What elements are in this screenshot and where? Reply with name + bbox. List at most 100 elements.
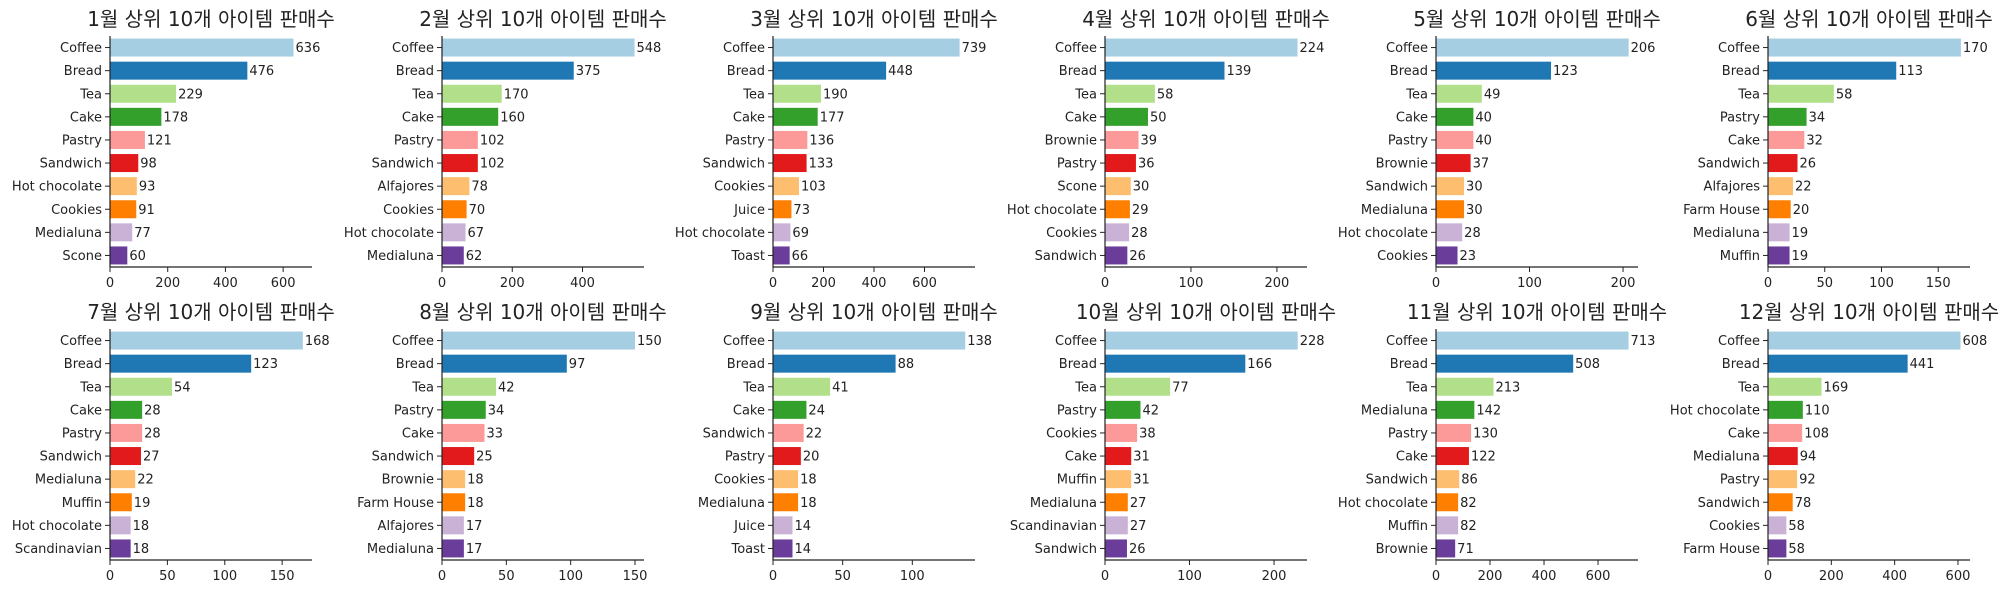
data-label: 133	[809, 157, 834, 172]
bar	[1105, 423, 1138, 442]
category-label: Muffin	[1388, 519, 1428, 534]
category-label: Cookies	[1377, 249, 1428, 264]
bar	[773, 154, 807, 173]
bar	[1436, 38, 1629, 57]
data-label: 27	[1130, 496, 1147, 511]
data-label: 33	[486, 426, 503, 441]
data-label: 548	[637, 41, 662, 56]
bar	[1768, 177, 1793, 196]
bar	[1105, 107, 1148, 126]
data-label: 26	[1129, 542, 1146, 557]
x-tick-label: 400	[213, 276, 238, 291]
x-tick-label: 150	[623, 569, 648, 584]
data-label: 31	[1133, 473, 1150, 488]
bar	[110, 516, 131, 535]
category-label: Coffee	[723, 334, 765, 349]
bar	[1768, 354, 1908, 373]
x-tick-label: 600	[912, 276, 937, 291]
bar	[1105, 200, 1130, 219]
x-tick-label: 50	[1816, 276, 1833, 291]
bar	[1436, 84, 1482, 103]
category-label: Scandinavian	[15, 542, 102, 557]
category-label: Cake	[402, 426, 434, 441]
data-label: 476	[249, 64, 274, 79]
data-label: 42	[1142, 403, 1159, 418]
data-label: 441	[1910, 357, 1935, 372]
data-label: 97	[569, 357, 586, 372]
x-tick-label: 0	[1101, 569, 1109, 584]
data-label: 50	[1150, 110, 1167, 125]
x-tick-label: 100	[1517, 276, 1542, 291]
data-label: 66	[792, 249, 809, 264]
chart-title: 11월 상위 10개 아이템 판매수	[1407, 300, 1667, 324]
x-tick-label: 150	[270, 569, 295, 584]
data-label: 60	[129, 249, 146, 264]
category-label: Coffee	[60, 41, 102, 56]
bar	[1768, 539, 1787, 558]
x-tick-label: 0	[1432, 569, 1440, 584]
data-label: 169	[1824, 380, 1849, 395]
data-label: 608	[1963, 334, 1988, 349]
category-label: Pastry	[62, 426, 102, 441]
category-label: Medialuna	[367, 249, 434, 264]
bar	[442, 61, 574, 80]
bar	[1436, 200, 1465, 219]
category-label: Coffee	[392, 41, 434, 56]
bar	[773, 177, 800, 196]
x-tick-label: 0	[1432, 276, 1440, 291]
category-label: Tea	[79, 380, 102, 395]
chart-title: 8월 상위 10개 아이템 판매수	[419, 300, 667, 324]
x-tick-label: 600	[271, 276, 296, 291]
x-tick-label: 0	[769, 569, 777, 584]
category-label: Pastry	[1720, 110, 1760, 125]
data-label: 27	[143, 450, 160, 465]
category-label: Tea	[79, 87, 102, 102]
data-label: 67	[468, 226, 485, 241]
chart-panel-8: 8월 상위 10개 아이템 판매수 Coffee 150 Bread 97 Tea 42 Pa…	[332, 293, 667, 586]
bar	[1768, 107, 1807, 126]
category-label: Tea	[1074, 380, 1097, 395]
chart-title: 1월 상위 10개 아이템 판매수	[87, 7, 335, 31]
category-label: Muffin	[1057, 473, 1097, 488]
chart-title: 3월 상위 10개 아이템 판매수	[750, 7, 998, 31]
bar-chart-1: 1월 상위 10개 아이템 판매수 Coffee 636 Bread 476 Tea 229…	[12, 7, 335, 291]
bar	[110, 200, 137, 219]
category-label: Cake	[402, 110, 434, 125]
data-label: 14	[795, 542, 812, 557]
bar	[1768, 84, 1834, 103]
bar	[1768, 61, 1897, 80]
category-label: Farm House	[1683, 203, 1760, 218]
data-label: 17	[466, 542, 483, 557]
category-label: Scandinavian	[1010, 519, 1097, 534]
x-tick-label: 200	[1262, 569, 1287, 584]
bar	[1436, 354, 1574, 373]
bar	[773, 447, 801, 466]
data-label: 77	[1172, 380, 1189, 395]
bar	[1436, 470, 1460, 489]
data-label: 58	[1836, 87, 1853, 102]
bar	[773, 493, 799, 512]
category-label: Sandwich	[372, 157, 434, 172]
x-tick-label: 0	[769, 276, 777, 291]
category-label: Hot chocolate	[1670, 403, 1760, 418]
bar	[110, 107, 162, 126]
bar	[442, 400, 486, 419]
data-label: 170	[1963, 41, 1988, 56]
bar	[1768, 377, 1822, 396]
bar	[110, 493, 132, 512]
bar	[773, 246, 790, 265]
chart-title: 5월 상위 10개 아이템 판매수	[1413, 7, 1661, 31]
data-label: 103	[801, 180, 826, 195]
bar	[442, 130, 478, 149]
chart-title: 2월 상위 10개 아이템 판매수	[419, 7, 667, 31]
data-label: 229	[178, 87, 203, 102]
bar	[442, 377, 497, 396]
category-label: Tea	[411, 87, 434, 102]
bar	[1105, 38, 1298, 57]
data-label: 78	[1795, 496, 1812, 511]
bar	[442, 447, 475, 466]
bar	[773, 377, 831, 396]
data-label: 32	[1806, 133, 1823, 148]
category-label: Cake	[1065, 450, 1097, 465]
